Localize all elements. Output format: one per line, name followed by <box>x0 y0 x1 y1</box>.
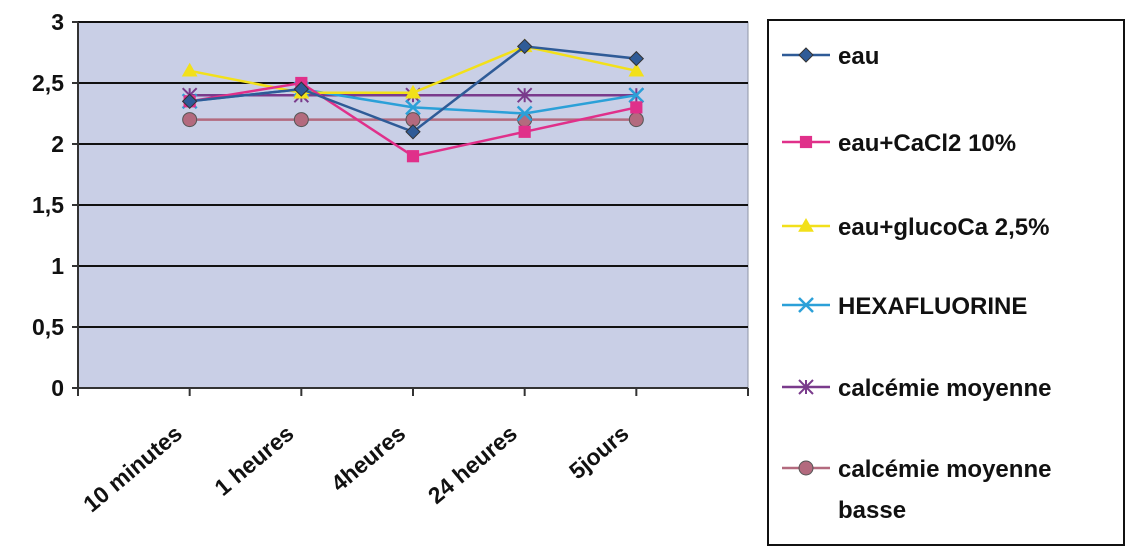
marker-stroke <box>628 87 645 104</box>
data-point <box>628 62 645 77</box>
y-tick-label: 1 <box>51 253 64 279</box>
legend-entry: HEXAFLUORINE <box>782 293 1027 320</box>
data-point <box>405 124 421 140</box>
y-tick-label: 0,5 <box>32 314 64 340</box>
legend-box <box>767 19 1125 546</box>
data-point <box>182 112 198 128</box>
legend-label: basse <box>838 497 906 524</box>
legend-label: calcémie moyenne <box>838 375 1051 402</box>
legend-label: calcémie moyenne <box>838 456 1051 483</box>
legend-entry: calcémie moyenne basse <box>782 456 1051 524</box>
legend: eau eau+CaCl2 10% eau+glucoCa 2,5% HEXAFLUO… <box>767 19 1125 546</box>
data-point <box>181 93 198 110</box>
marker-stroke <box>405 99 421 116</box>
data-point <box>628 50 645 67</box>
legend-label: eau+CaCl2 10% <box>838 130 1016 157</box>
data-point <box>405 84 421 99</box>
y-axis: 0 0,5 1 1,5 2 2,5 3 <box>32 9 79 401</box>
x-tick-label: 5jours <box>564 420 634 484</box>
data-point <box>406 150 420 163</box>
legend-label: eau+glucoCa 2,5% <box>838 214 1049 241</box>
legend-entry: eau+CaCl2 10% <box>782 130 1016 157</box>
data-point <box>518 125 531 138</box>
y-tick-label: 0 <box>51 375 64 401</box>
data-point <box>293 81 310 97</box>
marker-stroke <box>516 105 533 122</box>
data-point <box>181 62 198 77</box>
data-point <box>405 99 421 116</box>
y-tick-label: 3 <box>51 9 64 35</box>
x-tick-label: 24 heures <box>423 420 522 509</box>
legend-entry: eau <box>782 43 879 70</box>
data-point <box>516 105 533 122</box>
data-point <box>630 101 643 114</box>
data-point <box>798 460 814 476</box>
data-point <box>516 87 533 103</box>
x-tick-label: 4heures <box>326 420 410 497</box>
data-point <box>628 112 644 128</box>
data-point <box>516 38 533 55</box>
x-axis: 10 minutes 1 heures 4heures 24 heures 5jours <box>77 387 749 517</box>
y-tick-label: 2 <box>51 131 64 157</box>
data-point <box>798 379 814 395</box>
y-tick-label: 2,5 <box>32 70 64 96</box>
data-point <box>628 87 645 104</box>
x-tick-label: 1 heures <box>209 420 298 501</box>
data-point <box>798 47 814 63</box>
legend-label: eau <box>838 43 879 70</box>
series-0 <box>181 38 645 140</box>
series-group <box>181 38 645 163</box>
legend-entry: eau+glucoCa 2,5% <box>782 214 1049 241</box>
x-tick-label: 10 minutes <box>78 420 187 517</box>
plot-area <box>77 21 749 389</box>
data-point <box>798 297 814 313</box>
data-point <box>798 217 814 232</box>
data-point <box>799 135 813 149</box>
marker-stroke <box>798 297 814 313</box>
data-point <box>293 112 309 128</box>
legend-entry: calcémie moyenne <box>782 375 1051 402</box>
y-tick-label: 1,5 <box>32 192 64 218</box>
legend-label: HEXAFLUORINE <box>838 293 1027 320</box>
